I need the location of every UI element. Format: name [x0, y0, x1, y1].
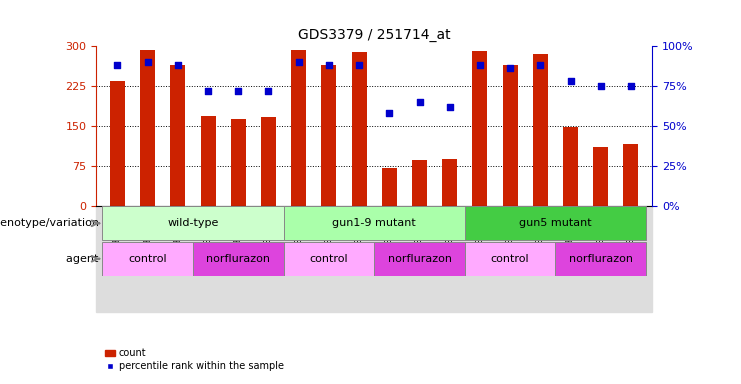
Title: GDS3379 / 251714_at: GDS3379 / 251714_at: [298, 28, 451, 42]
Text: agent: agent: [67, 254, 102, 264]
Text: control: control: [310, 254, 348, 264]
Text: norflurazon: norflurazon: [569, 254, 633, 264]
Point: [262, 88, 274, 94]
Bar: [140, 50, 155, 205]
Point: [504, 65, 516, 71]
Bar: [284, 242, 374, 276]
Bar: [502, 65, 518, 205]
Bar: [465, 206, 646, 240]
Bar: [291, 50, 306, 205]
Bar: [556, 242, 646, 276]
Text: control: control: [491, 254, 529, 264]
Text: gun1-9 mutant: gun1-9 mutant: [332, 218, 416, 228]
Bar: [110, 81, 125, 205]
Point: [202, 88, 214, 94]
Point: [413, 99, 425, 105]
Bar: [193, 242, 284, 276]
Bar: [472, 51, 488, 205]
Bar: [261, 117, 276, 205]
Point: [595, 83, 607, 89]
Bar: [563, 127, 578, 205]
Bar: [412, 161, 427, 205]
Bar: [374, 242, 465, 276]
Text: genotype/variation: genotype/variation: [0, 218, 102, 228]
Bar: [351, 53, 367, 205]
Point: [353, 62, 365, 68]
Bar: [96, 205, 652, 312]
Bar: [102, 206, 284, 240]
Bar: [442, 159, 457, 205]
Point: [112, 62, 124, 68]
Bar: [533, 54, 548, 205]
Text: gun5 mutant: gun5 mutant: [519, 218, 592, 228]
Bar: [594, 147, 608, 205]
Point: [172, 62, 184, 68]
Bar: [230, 119, 246, 205]
Point: [534, 62, 546, 68]
Point: [625, 83, 637, 89]
Bar: [465, 242, 556, 276]
Bar: [170, 65, 185, 205]
Point: [142, 59, 153, 65]
Point: [293, 59, 305, 65]
Point: [233, 88, 245, 94]
Point: [444, 104, 456, 110]
Text: control: control: [128, 254, 167, 264]
Text: wild-type: wild-type: [167, 218, 219, 228]
Legend: count, percentile rank within the sample: count, percentile rank within the sample: [102, 344, 288, 375]
Point: [323, 62, 335, 68]
Bar: [382, 168, 397, 205]
Bar: [284, 206, 465, 240]
Text: norflurazon: norflurazon: [388, 254, 451, 264]
Point: [383, 110, 395, 116]
Text: norflurazon: norflurazon: [206, 254, 270, 264]
Point: [474, 62, 486, 68]
Bar: [102, 242, 193, 276]
Point: [565, 78, 576, 84]
Bar: [322, 65, 336, 205]
Bar: [623, 144, 639, 205]
Bar: [201, 116, 216, 205]
